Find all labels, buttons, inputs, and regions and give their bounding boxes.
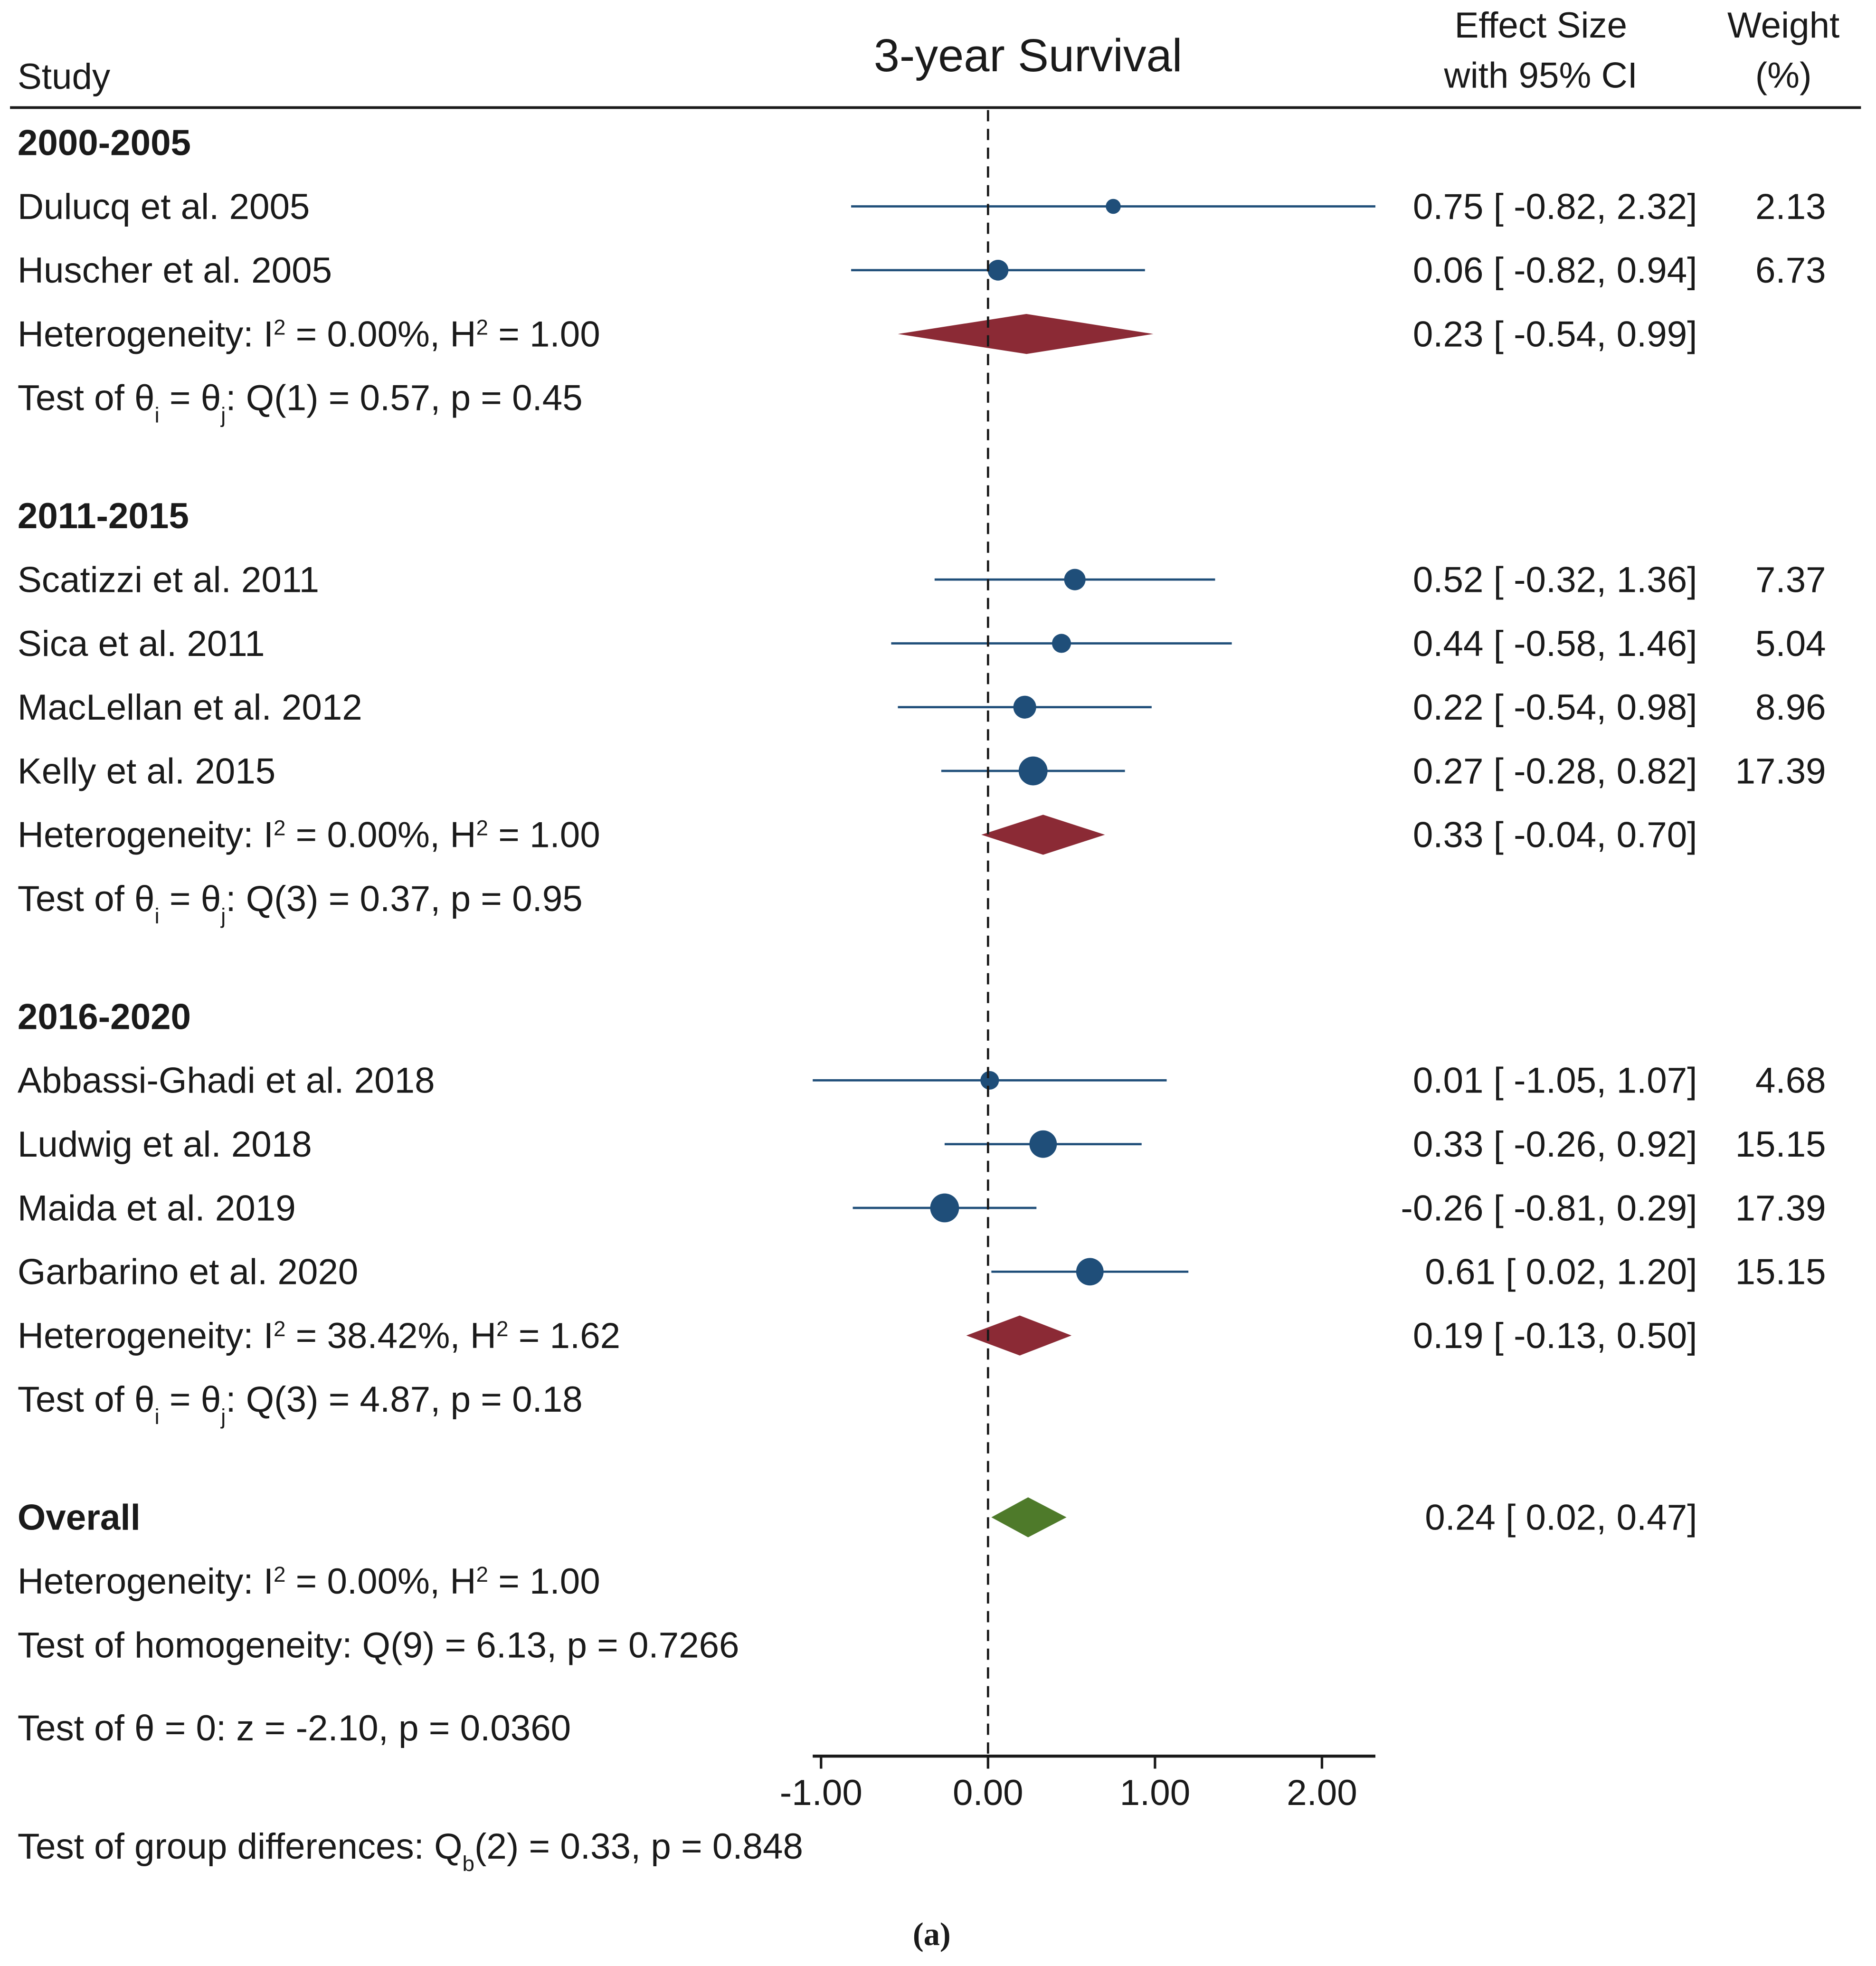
- study-point: [1018, 756, 1048, 786]
- study-name: Abbassi-Ghadi et al. 2018: [18, 1061, 435, 1101]
- study-point: [1106, 199, 1121, 214]
- header-weight: Weight: [1727, 5, 1839, 46]
- study-effect-ci: 0.01 [ -1.05, 1.07]: [1413, 1061, 1697, 1101]
- study-weight: 5.04: [1755, 624, 1826, 664]
- study-effect-ci: 0.22 [ -0.54, 0.98]: [1413, 687, 1697, 728]
- overall-homogeneity-test: Test of homogeneity: Q(9) = 6.13, p = 0.…: [18, 1625, 739, 1665]
- chart-title: 3-year Survival: [874, 29, 1183, 81]
- group-test: Test of θi = θj: Q(3) = 0.37, p = 0.95: [18, 879, 583, 928]
- x-tick-label: 1.00: [1120, 1773, 1191, 1813]
- group-label: 2000-2005: [18, 123, 191, 163]
- group-label: 2016-2020: [18, 997, 191, 1037]
- group-summary-diamond: [966, 1315, 1072, 1356]
- study-effect-ci: 0.44 [ -0.58, 1.46]: [1413, 624, 1697, 664]
- study-weight: 6.73: [1755, 250, 1826, 291]
- study-weight: 2.13: [1755, 187, 1826, 227]
- study-effect-ci: 0.61 [ 0.02, 1.20]: [1425, 1252, 1697, 1292]
- study-name: Kelly et al. 2015: [18, 751, 275, 791]
- study-point: [1052, 634, 1071, 653]
- study-effect-ci: 0.52 [ -0.32, 1.36]: [1413, 560, 1697, 600]
- study-effect-ci: 0.33 [ -0.26, 0.92]: [1413, 1124, 1697, 1165]
- header-effect-size: Effect Size: [1454, 5, 1627, 46]
- study-point: [930, 1193, 959, 1223]
- group-summary-ci: 0.19 [ -0.13, 0.50]: [1413, 1316, 1697, 1356]
- group-label: 2011-2015: [18, 496, 189, 536]
- study-name: Dulucq et al. 2005: [18, 187, 310, 227]
- header-weight-unit: (%): [1755, 55, 1812, 95]
- study-weight: 15.15: [1735, 1124, 1826, 1165]
- study-effect-ci: 0.75 [ -0.82, 2.32]: [1413, 187, 1697, 227]
- group-differences-test: Test of group differences: Qb(2) = 0.33,…: [18, 1826, 803, 1876]
- study-point: [1029, 1130, 1057, 1158]
- study-weight: 7.37: [1755, 560, 1826, 600]
- group-summary-ci: 0.23 [ -0.54, 0.99]: [1413, 314, 1697, 354]
- study-name: Garbarino et al. 2020: [18, 1252, 358, 1292]
- group-test: Test of θi = θj: Q(3) = 4.87, p = 0.18: [18, 1379, 583, 1429]
- study-point: [1076, 1258, 1104, 1286]
- overall-diamond: [991, 1497, 1067, 1538]
- header-study: Study: [18, 57, 111, 97]
- overall-ci: 0.24 [ 0.02, 0.47]: [1425, 1498, 1697, 1538]
- x-tick-label: -1.00: [780, 1773, 862, 1813]
- study-point: [980, 1071, 999, 1090]
- group-summary-diamond: [981, 815, 1105, 855]
- overall-label: Overall: [18, 1498, 141, 1538]
- study-point: [987, 259, 1009, 281]
- study-effect-ci: 0.27 [ -0.28, 0.82]: [1413, 751, 1697, 791]
- panel-label: (a): [913, 1916, 951, 1952]
- study-point: [1064, 569, 1086, 590]
- study-name: Scatizzi et al. 2011: [18, 560, 319, 600]
- study-effect-ci: -0.26 [ -0.81, 0.29]: [1401, 1188, 1697, 1228]
- study-weight: 8.96: [1755, 687, 1826, 728]
- study-weight: 17.39: [1735, 1188, 1826, 1228]
- group-summary-ci: 0.33 [ -0.04, 0.70]: [1413, 815, 1697, 855]
- study-point: [1013, 695, 1036, 719]
- study-name: Huscher et al. 2005: [18, 250, 332, 291]
- group-heterogeneity: Heterogeneity: I2 = 0.00%, H2 = 1.00: [18, 815, 600, 855]
- group-test: Test of θi = θj: Q(1) = 0.57, p = 0.45: [18, 378, 583, 427]
- overall-heterogeneity: Heterogeneity: I2 = 0.00%, H2 = 1.00: [18, 1561, 600, 1602]
- study-name: Ludwig et al. 2018: [18, 1124, 312, 1165]
- group-summary-diamond: [898, 313, 1154, 354]
- group-heterogeneity: Heterogeneity: I2 = 0.00%, H2 = 1.00: [18, 314, 600, 354]
- study-name: MacLellan et al. 2012: [18, 687, 362, 728]
- study-effect-ci: 0.06 [ -0.82, 0.94]: [1413, 250, 1697, 291]
- study-weight: 4.68: [1755, 1061, 1826, 1101]
- x-tick-label: 2.00: [1287, 1773, 1357, 1813]
- study-weight: 17.39: [1735, 751, 1826, 791]
- header-ci: with 95% CI: [1444, 55, 1638, 95]
- study-name: Maida et al. 2019: [18, 1188, 296, 1228]
- overall-zero-test: Test of θ = 0: z = -2.10, p = 0.0360: [18, 1708, 571, 1748]
- group-heterogeneity: Heterogeneity: I2 = 38.42%, H2 = 1.62: [18, 1316, 620, 1356]
- x-tick-label: 0.00: [953, 1773, 1023, 1813]
- study-weight: 15.15: [1735, 1252, 1826, 1292]
- study-name: Sica et al. 2011: [18, 624, 265, 664]
